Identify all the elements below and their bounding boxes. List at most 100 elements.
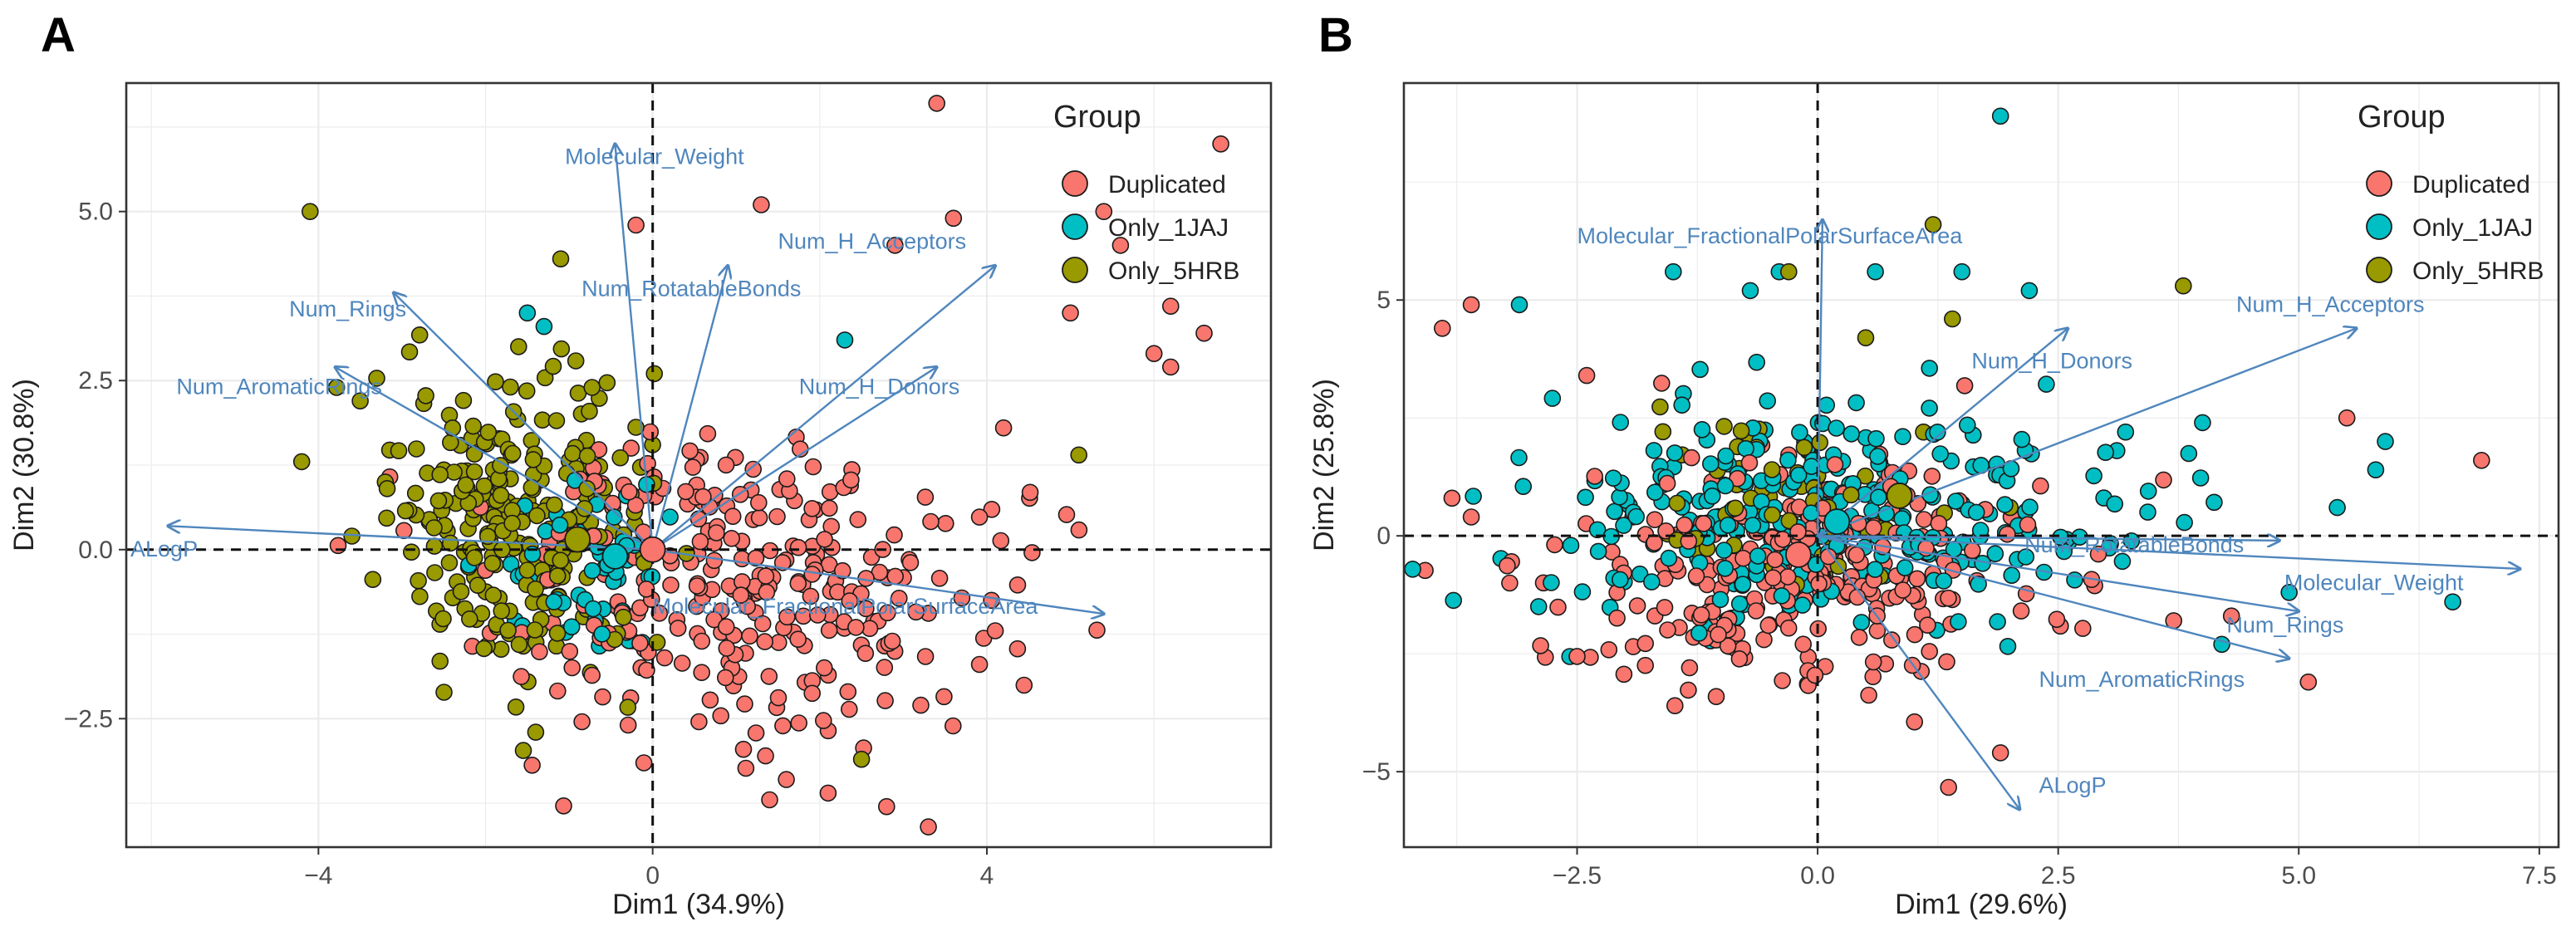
point-only-5hrb [493,602,511,620]
point-only-1jaj [1589,542,1607,561]
point-only-1jaj [1773,587,1791,605]
point-only-1jaj [1510,296,1528,314]
point-duplicated [922,512,940,531]
point-duplicated [1546,536,1563,554]
point-only-1jaj [2113,552,2132,571]
point-duplicated [641,423,660,441]
point-duplicated [1658,474,1676,493]
point-only-5hrb [518,561,537,579]
point-duplicated [2299,673,2318,691]
arrow-molecular-weight [1818,534,2520,569]
point-duplicated [1021,483,1039,502]
arrow-num-rotatablebonds [651,266,729,551]
point-only-5hrb [527,580,544,598]
point-only-1jaj [1514,478,1532,496]
point-only-1jaj [1730,595,1749,613]
point-duplicated [691,532,709,551]
point-duplicated [753,196,770,213]
point-duplicated [878,797,895,816]
point-duplicated [774,717,792,735]
point-duplicated [1826,456,1844,473]
point-duplicated [1810,575,1828,593]
point-only-1jaj [1852,614,1871,631]
point-only-5hrb [567,352,585,370]
legend-title: Group [1053,100,1141,135]
point-duplicated [1008,576,1027,594]
point-duplicated [693,664,711,682]
point-only-5hrb [552,340,571,358]
point-duplicated [819,784,837,802]
point-duplicated [1687,567,1705,585]
panel-b: B Molecular_FractionalPolarSurfaceArea Num… [1308,8,2560,920]
point-duplicated [734,740,753,758]
point-only-1jaj [1604,469,1622,488]
point-only-5hrb [1944,310,1961,328]
point-duplicated [857,600,875,618]
variable-label: Molecular_FractionalPolarSurfaceArea [653,594,1039,619]
arrow-num-h-donors [1817,328,2068,537]
point-only-1jaj [1588,521,1607,539]
point-duplicated [891,589,908,607]
point-only-1jaj [1702,455,1720,473]
point-duplicated [930,569,949,587]
point-duplicated [619,716,637,734]
arrow-num-aromaticrings [335,367,654,551]
arrow-num-rings [1817,534,2299,611]
point-only-1jaj [2085,467,2103,485]
point-duplicated [761,791,778,809]
point-duplicated [1774,672,1791,689]
point-only-5hrb [548,625,567,642]
point-duplicated [1008,640,1027,658]
point-only-1jaj [1867,262,1884,281]
point-only-5hrb [475,477,493,495]
point-only-5hrb [1654,423,1672,441]
point-only-5hrb [475,640,493,658]
legend-label: Only_5HRB [2412,257,2544,285]
point-only-1jaj [1510,448,1528,467]
x-tick-label: 7.5 [2522,862,2557,890]
variable-label: Num_RotatableBonds [581,276,801,301]
point-duplicated [778,771,795,788]
point-duplicated [1549,598,1567,616]
point-only-5hrb [292,453,311,471]
point-duplicated [705,551,724,570]
point-duplicated [655,649,674,667]
point-only-5hrb [465,463,483,481]
point-duplicated [1532,637,1549,654]
point-duplicated [561,642,579,660]
point-only-1jaj [1779,451,1797,469]
point-only-5hrb [527,723,545,741]
panel-letter: A [41,8,76,62]
x-axis-title: Dim1 (29.6%) [1895,889,2068,920]
point-duplicated [1088,621,1106,640]
point-duplicated [662,576,680,594]
point-duplicated [1894,581,1911,599]
point-duplicated [1656,599,1674,616]
point-duplicated [723,529,741,547]
point-duplicated [1740,453,1759,472]
point-only-1jaj [1573,583,1592,600]
point-only-1jaj [2021,498,2039,516]
point-only-1jaj [1737,439,1754,458]
point-duplicated [833,561,851,580]
point-duplicated [907,603,925,621]
variable-loadings: Molecular_FractionalPolarSurfaceArea Num_… [1577,220,2520,810]
variable-label: Num_AromaticRings [2039,667,2245,692]
point-duplicated [1923,468,1941,485]
point-duplicated [1747,602,1765,620]
point-duplicated [688,577,706,595]
point-only-5hrb [518,382,536,400]
point-only-1jaj [1807,556,1825,573]
point-duplicated [1111,237,1130,254]
point-only-5hrb [378,509,395,527]
x-tick-label: 2.5 [2041,862,2076,890]
point-only-1jaj [2367,461,2385,479]
variable-label: ALogP [130,537,198,561]
point-only-5hrb [400,343,419,361]
point-only-5hrb [469,576,487,595]
point-only-1jaj [1612,571,1629,589]
point-only-1jaj [1935,572,1953,590]
arrow-alogp [1817,535,2019,809]
point-duplicated [631,599,649,617]
point-only-1jaj [1734,576,1752,593]
